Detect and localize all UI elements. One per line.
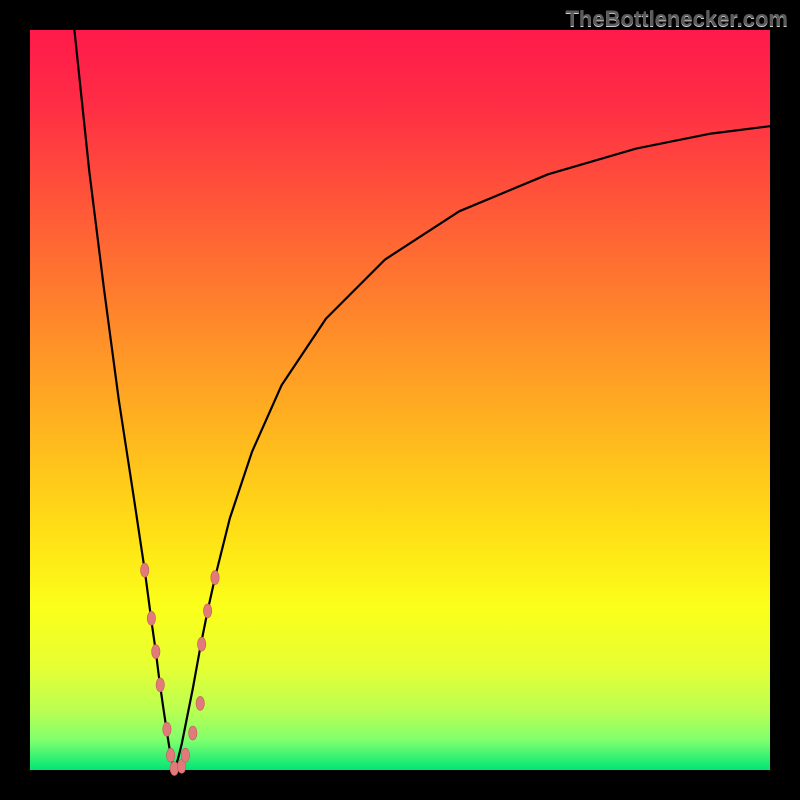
watermark-text: TheBottlenecker.com (565, 6, 788, 32)
data-marker (147, 611, 155, 625)
data-marker (211, 571, 219, 585)
data-marker (152, 645, 160, 659)
chart-container: TheBottlenecker.com (0, 0, 800, 800)
data-marker (166, 748, 174, 762)
data-marker (189, 726, 197, 740)
data-marker (156, 678, 164, 692)
curve-right-branch (174, 126, 770, 770)
plot-area (30, 30, 770, 770)
data-marker (141, 563, 149, 577)
data-markers (141, 563, 220, 775)
data-marker (197, 637, 205, 651)
data-marker (203, 604, 211, 618)
data-marker (170, 762, 178, 776)
curve-left-branch (74, 30, 174, 770)
curve-layer (30, 30, 770, 770)
data-marker (181, 748, 189, 762)
data-marker (163, 722, 171, 736)
data-marker (196, 696, 204, 710)
